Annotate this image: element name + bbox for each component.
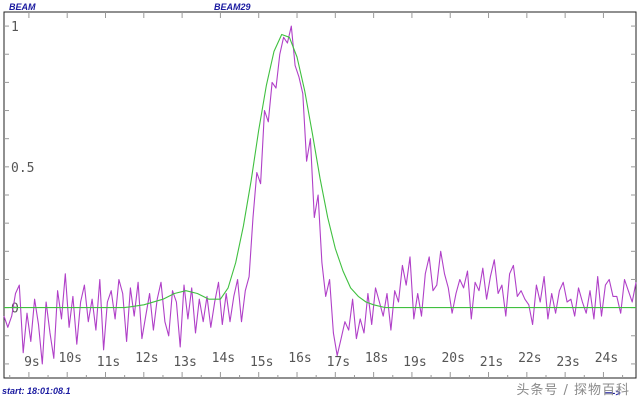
- x-tick-label: 24s: [595, 351, 618, 366]
- x-tick-label: 10s: [58, 351, 81, 366]
- next-page-arrow[interactable]: ᅳ->: [604, 388, 621, 398]
- beam-id-label: BEAM29: [214, 2, 251, 12]
- y-tick-label: 0.5: [11, 161, 34, 176]
- plot-border: [3, 11, 637, 379]
- x-tick-label: 23s: [556, 355, 579, 370]
- y-axis-ticks: 10.50: [4, 20, 636, 365]
- x-tick-label: 11s: [97, 355, 120, 370]
- x-tick-label: 14s: [212, 351, 235, 366]
- plot-frame: [3, 11, 637, 379]
- x-tick-label: 9s: [24, 355, 40, 370]
- beam-label: BEAM: [9, 2, 36, 12]
- start-label: start:: [2, 386, 25, 396]
- x-axis-ticks: 9s 10s 11s 12s 13s 14s 15s 16s 17s 18s 19s 20s 21s 22…: [9, 12, 624, 378]
- x-tick-label: 17s: [327, 355, 350, 370]
- x-tick-label: 16s: [288, 351, 311, 366]
- start-time: 18:01:08.1: [27, 386, 71, 396]
- series-group: [3, 25, 637, 365]
- x-tick-label: 18s: [365, 351, 388, 366]
- x-tick-label: 15s: [250, 355, 273, 370]
- x-tick-label: 20s: [441, 351, 464, 366]
- x-tick-label: 22s: [518, 351, 541, 366]
- watermark: 头条号 / 探物百科: [516, 383, 630, 398]
- gaussian-fit-line: [4, 33, 636, 309]
- x-tick-label: 19s: [403, 355, 426, 370]
- measured-signal-line: [3, 25, 637, 365]
- y-tick-label: 1: [11, 20, 19, 35]
- x-tick-label: 21s: [480, 355, 503, 370]
- x-tick-label: 12s: [135, 351, 158, 366]
- x-tick-label: 13s: [173, 355, 196, 370]
- y-tick-label: 0: [11, 302, 19, 317]
